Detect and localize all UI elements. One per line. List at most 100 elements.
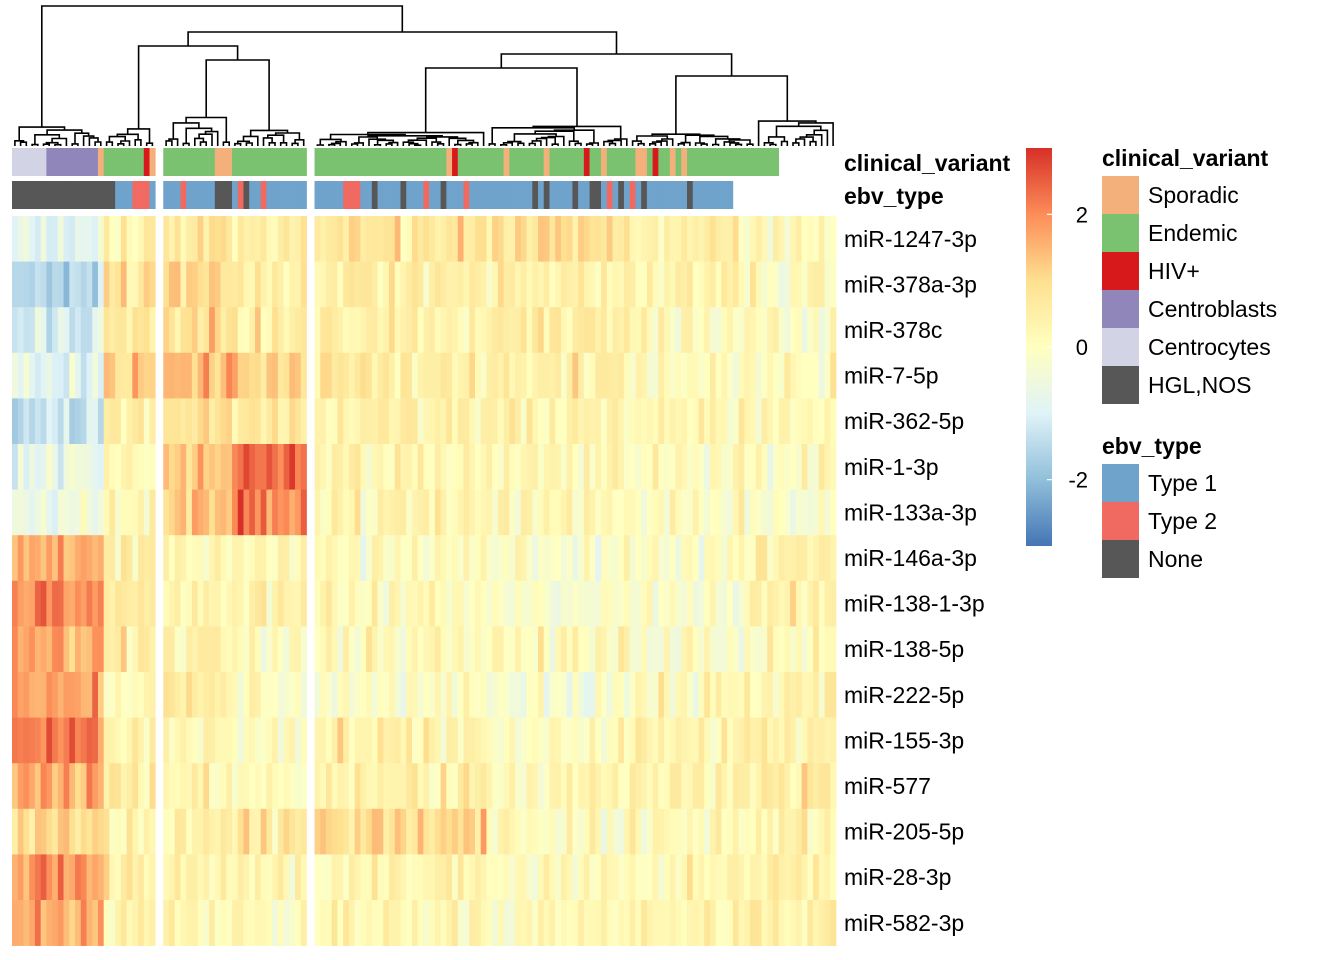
dendrogram-branch xyxy=(134,139,142,146)
heatmap-cell xyxy=(180,444,187,490)
heatmap-cell xyxy=(664,307,671,354)
heatmap-cell xyxy=(92,261,99,308)
heatmap-cell xyxy=(440,626,447,673)
heatmap-cell xyxy=(578,672,585,718)
heatmap-cell xyxy=(629,808,636,855)
heatmap-cell xyxy=(34,261,41,308)
heatmap-cell xyxy=(423,854,430,901)
annotation-row-title: clinical_variant xyxy=(844,150,1011,176)
heatmap-cell xyxy=(664,535,671,582)
heatmap-cell xyxy=(480,900,487,946)
heatmap-cell xyxy=(652,489,659,536)
heatmap-cell xyxy=(595,352,602,399)
legend-label: Type 1 xyxy=(1148,470,1217,496)
heatmap-cell xyxy=(17,717,24,764)
heatmap-cell xyxy=(354,717,361,764)
heatmap-cell xyxy=(389,763,396,810)
heatmap-cell xyxy=(191,307,198,354)
clinical-variant-cell xyxy=(325,148,333,176)
heatmap-cell xyxy=(801,535,808,582)
heatmap-cell xyxy=(469,398,476,445)
ebv-type-cell xyxy=(180,181,187,209)
heatmap-cell xyxy=(721,854,728,901)
heatmap-cell xyxy=(423,216,430,262)
heatmap-cell xyxy=(394,672,401,718)
heatmap-cell xyxy=(23,808,30,855)
heatmap-cell xyxy=(515,444,522,490)
heatmap-cell xyxy=(515,808,522,855)
dendrogram-branch xyxy=(585,143,594,146)
heatmap-cell xyxy=(618,854,625,901)
heatmap-cell xyxy=(578,580,585,627)
heatmap-cell xyxy=(277,672,284,718)
heatmap-cell xyxy=(601,672,608,718)
dendrogram-branch xyxy=(809,140,817,146)
heatmap-cell xyxy=(120,261,127,308)
heatmap-cell xyxy=(538,489,545,536)
heatmap-cell xyxy=(266,535,273,582)
heatmap-cell xyxy=(371,763,378,810)
heatmap-cell xyxy=(343,672,350,718)
heatmap-cell xyxy=(492,535,499,582)
heatmap-cell xyxy=(126,854,133,901)
heatmap-cell xyxy=(509,763,516,810)
heatmap-cell xyxy=(830,672,837,718)
heatmap-cell xyxy=(681,444,688,490)
heatmap-cell xyxy=(767,626,774,673)
heatmap-cell xyxy=(727,489,734,536)
heatmap-cell xyxy=(138,489,145,536)
heatmap-cell xyxy=(289,398,296,445)
clinical-variant-cell xyxy=(331,148,338,176)
heatmap-cell xyxy=(360,535,367,582)
heatmap-cell xyxy=(618,900,625,946)
heatmap-cell xyxy=(174,398,181,445)
heatmap-cell xyxy=(813,398,820,445)
heatmap-cell xyxy=(452,717,459,764)
ebv-type-cell xyxy=(480,181,487,209)
heatmap-cell xyxy=(675,763,682,810)
heatmap-cell xyxy=(549,261,556,308)
heatmap-cell xyxy=(452,535,459,582)
heatmap-cell xyxy=(692,900,699,946)
ebv-type-cell xyxy=(543,181,550,209)
heatmap-cell xyxy=(337,535,344,582)
heatmap-cell xyxy=(132,307,139,354)
heatmap-cell xyxy=(744,672,751,718)
heatmap-cell xyxy=(266,580,273,627)
heatmap-cell xyxy=(331,216,338,262)
heatmap-cell xyxy=(343,626,350,673)
heatmap-cell xyxy=(354,352,361,399)
heatmap-cell xyxy=(463,444,470,490)
ebv-type-cell xyxy=(509,181,516,209)
heatmap-cell xyxy=(509,717,516,764)
heatmap-cell xyxy=(23,717,30,764)
heatmap-cell xyxy=(784,717,791,764)
heatmap-cell xyxy=(492,580,499,627)
heatmap-cell xyxy=(34,854,41,901)
heatmap-cell xyxy=(417,854,424,901)
heatmap-cell xyxy=(331,352,338,399)
heatmap-cell xyxy=(360,900,367,946)
heatmap-cell xyxy=(80,398,87,445)
dendrogram-branch xyxy=(274,132,301,140)
ebv-type-cell xyxy=(209,181,216,209)
heatmap-cell xyxy=(646,763,653,810)
heatmap-cell xyxy=(354,398,361,445)
heatmap-cell xyxy=(143,489,150,536)
heatmap-cell xyxy=(343,398,350,445)
heatmap-cell xyxy=(180,352,187,399)
heatmap-cell xyxy=(761,854,768,901)
heatmap-cell xyxy=(320,398,327,445)
heatmap-cell xyxy=(492,261,499,308)
heatmap-cell xyxy=(755,900,762,946)
heatmap-cell xyxy=(744,444,751,490)
ebv-type-cell xyxy=(446,181,453,209)
heatmap-cell xyxy=(503,444,510,490)
heatmap-cell xyxy=(266,672,273,718)
heatmap-cell xyxy=(503,261,510,308)
heatmap-cell xyxy=(289,672,296,718)
heatmap-cell xyxy=(543,672,550,718)
row-labels: miR-1247-3pmiR-378a-3pmiR-378cmiR-7-5pmi… xyxy=(844,226,985,936)
heatmap-cell xyxy=(767,307,774,354)
heatmap-cell xyxy=(360,489,367,536)
